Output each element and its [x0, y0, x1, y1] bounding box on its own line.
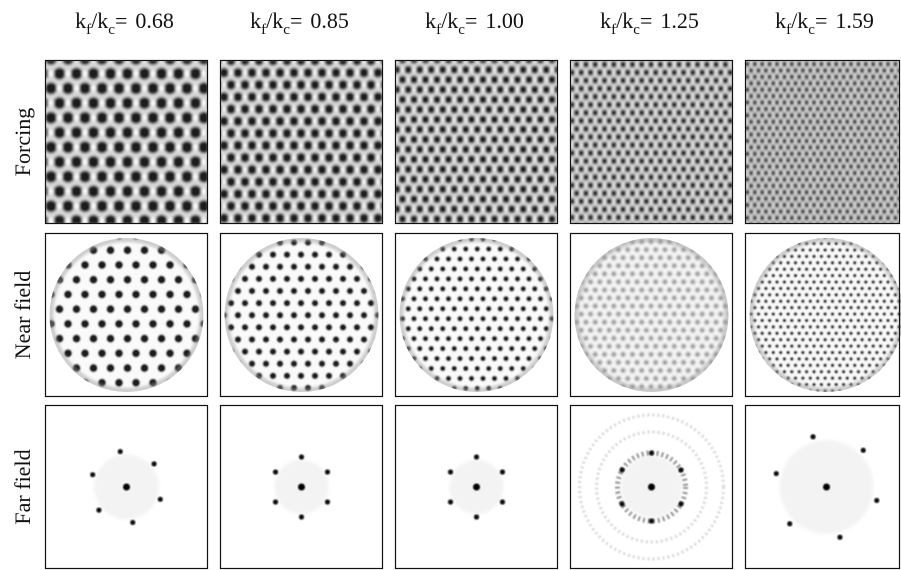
forcing-panel — [395, 60, 558, 224]
near-field-panel — [45, 233, 208, 397]
column-header: kf/kc=0.85 — [250, 8, 349, 38]
ratio-value: 1.25 — [660, 8, 699, 33]
spot — [500, 499, 505, 504]
equals: = — [640, 8, 652, 33]
near-field-panel — [220, 233, 383, 397]
spot — [678, 501, 683, 506]
ratio-value: 0.85 — [310, 8, 349, 33]
spot — [325, 499, 330, 504]
equals: = — [290, 8, 302, 33]
center-spot — [823, 484, 830, 491]
forcing-pattern — [395, 60, 558, 224]
column-header: kf/kc=1.00 — [425, 8, 524, 38]
symbol: k — [250, 8, 261, 33]
spot — [787, 521, 792, 526]
spot — [448, 499, 453, 504]
forcing-panel — [570, 60, 733, 224]
symbol: k — [425, 8, 436, 33]
equals: = — [815, 8, 827, 33]
far-field-panel — [220, 405, 383, 569]
spot — [130, 520, 135, 525]
figure: kf/kc=0.68kf/kc=0.85kf/kc=1.00kf/kc=1.25… — [0, 0, 901, 570]
equals: = — [465, 8, 477, 33]
forcing-panel — [745, 60, 900, 224]
spot — [619, 501, 624, 506]
spot — [474, 514, 479, 519]
spot — [118, 449, 123, 454]
far-field-panel — [45, 405, 208, 569]
spot — [874, 498, 879, 503]
spot — [619, 467, 624, 472]
forcing-pattern — [45, 60, 208, 224]
center-spot — [298, 484, 305, 491]
forcing-panel — [220, 60, 383, 224]
spot — [649, 450, 654, 455]
spot — [649, 518, 654, 523]
symbol: /k — [791, 8, 808, 33]
ratio-value: 1.00 — [485, 8, 524, 33]
center-spot — [473, 484, 480, 491]
spot — [448, 469, 453, 474]
spot — [474, 454, 479, 459]
column-header: kf/kc=1.25 — [600, 8, 699, 38]
spot — [273, 469, 278, 474]
near-field-panel — [745, 233, 901, 397]
equals: = — [115, 8, 127, 33]
near-field-panel — [395, 233, 558, 397]
forcing-panel — [45, 60, 208, 224]
spot — [837, 535, 842, 540]
row-label: Far field — [10, 449, 35, 524]
far-field-panel — [570, 405, 733, 569]
spot — [273, 499, 278, 504]
symbol: k — [75, 8, 86, 33]
column-header: kf/kc=0.68 — [75, 8, 174, 38]
spot — [774, 471, 779, 476]
symbol: k — [775, 8, 786, 33]
forcing-pattern — [220, 60, 383, 224]
spot — [151, 461, 156, 466]
spot — [861, 448, 866, 453]
row-label: Forcing — [10, 108, 35, 176]
near-field-panel — [570, 233, 733, 397]
symbol: /k — [441, 8, 458, 33]
center-spot — [648, 484, 655, 491]
symbol: /k — [616, 8, 633, 33]
spot — [96, 508, 101, 513]
far-field-panel — [745, 405, 900, 569]
spot — [325, 469, 330, 474]
spot — [90, 472, 95, 477]
symbol: k — [600, 8, 611, 33]
column-header: kf/kc=1.59 — [775, 8, 874, 38]
forcing-pattern — [745, 60, 900, 224]
symbol: /k — [91, 8, 108, 33]
spot — [810, 434, 815, 439]
spot — [299, 514, 304, 519]
row-label: Near field — [10, 271, 35, 360]
ratio-value: 1.59 — [835, 8, 874, 33]
forcing-pattern — [570, 60, 733, 224]
spot — [678, 467, 683, 472]
center-spot — [123, 484, 130, 491]
spot — [500, 469, 505, 474]
spot — [299, 454, 304, 459]
far-field-panel — [395, 405, 558, 569]
spot — [158, 497, 163, 502]
ratio-value: 0.68 — [135, 8, 174, 33]
symbol: /k — [266, 8, 283, 33]
